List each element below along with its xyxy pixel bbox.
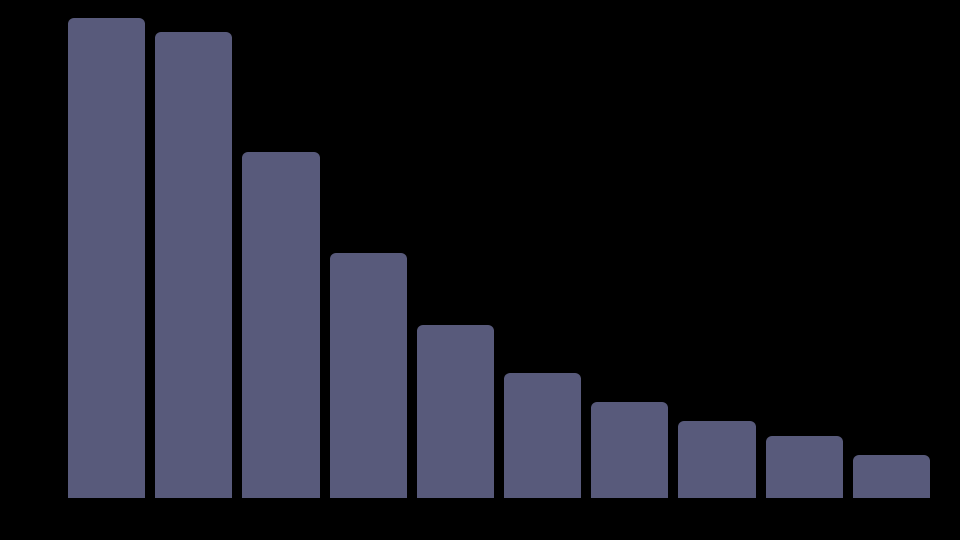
bar-chart <box>68 18 930 498</box>
bar-5 <box>417 325 494 498</box>
bar-7 <box>591 402 668 498</box>
bar-10 <box>853 455 930 498</box>
bar-8 <box>678 421 755 498</box>
bar-6 <box>504 373 581 498</box>
bar-9 <box>766 436 843 498</box>
bar-2 <box>155 32 232 498</box>
bar-1 <box>68 18 145 498</box>
bar-3 <box>242 152 319 498</box>
bar-4 <box>330 253 407 498</box>
